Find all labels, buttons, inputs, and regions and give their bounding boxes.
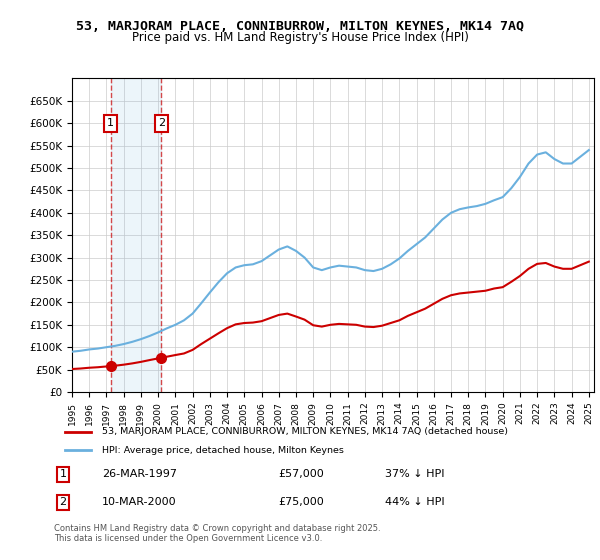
Text: Price paid vs. HM Land Registry's House Price Index (HPI): Price paid vs. HM Land Registry's House … (131, 31, 469, 44)
Text: £57,000: £57,000 (278, 469, 324, 479)
Bar (110, 78, 161, 392)
Text: 2: 2 (59, 497, 67, 507)
Text: 2: 2 (158, 118, 165, 128)
Text: 53, MARJORAM PLACE, CONNIBURROW, MILTON KEYNES, MK14 7AQ (detached house): 53, MARJORAM PLACE, CONNIBURROW, MILTON … (102, 427, 508, 436)
Text: 53, MARJORAM PLACE, CONNIBURROW, MILTON KEYNES, MK14 7AQ: 53, MARJORAM PLACE, CONNIBURROW, MILTON … (76, 20, 524, 32)
Text: 10-MAR-2000: 10-MAR-2000 (102, 497, 176, 507)
Text: 44% ↓ HPI: 44% ↓ HPI (385, 497, 445, 507)
Text: 1: 1 (59, 469, 67, 479)
Text: 1: 1 (107, 118, 114, 128)
Text: 26-MAR-1997: 26-MAR-1997 (102, 469, 177, 479)
Text: £75,000: £75,000 (278, 497, 324, 507)
Text: 37% ↓ HPI: 37% ↓ HPI (385, 469, 445, 479)
Text: Contains HM Land Registry data © Crown copyright and database right 2025.
This d: Contains HM Land Registry data © Crown c… (54, 524, 380, 543)
Text: HPI: Average price, detached house, Milton Keynes: HPI: Average price, detached house, Milt… (102, 446, 344, 455)
